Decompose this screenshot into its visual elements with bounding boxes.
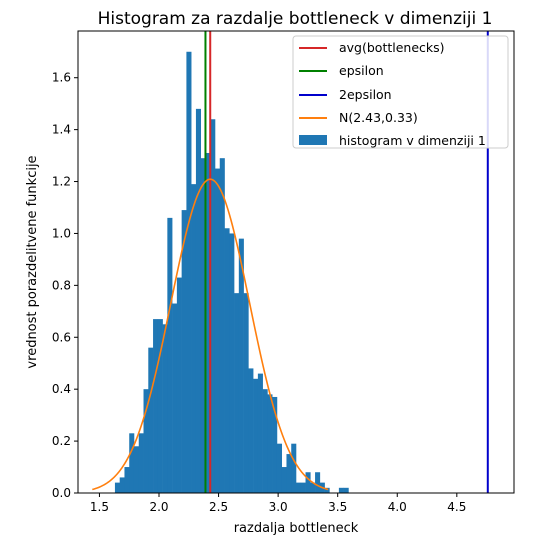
x-axis-label: razdalja bottleneck: [234, 521, 359, 536]
x-tick-label: 3.0: [269, 500, 288, 514]
x-axis-ticks: 1.5 2.0 2.5 3.0 3.5 4.0 4.5: [90, 493, 466, 514]
x-tick-label: 2.0: [149, 500, 168, 514]
histogram-bar: [215, 169, 220, 493]
histogram-bar: [291, 444, 296, 493]
histogram-bar: [153, 319, 158, 493]
histogram-bar: [220, 158, 225, 493]
histogram-bar: [286, 454, 291, 493]
y-tick-label: 1.4: [52, 123, 71, 137]
y-axis-label: vrednost porazdelitvene funkcije: [25, 155, 40, 368]
histogram-bar: [234, 293, 239, 493]
histogram-bar: [172, 304, 177, 493]
histogram-bar: [129, 433, 134, 493]
legend-label-2epsilon: 2epsilon: [339, 87, 392, 102]
histogram-bar: [124, 467, 129, 493]
y-tick-label: 0.8: [52, 278, 71, 292]
legend-label-histogram: histogram v dimenziji 1: [339, 133, 486, 148]
y-tick-label: 0.2: [52, 434, 71, 448]
histogram-bar: [229, 233, 234, 493]
histogram-bar: [239, 239, 244, 493]
histogram-bar: [167, 218, 172, 493]
histogram-bar: [182, 210, 187, 493]
histogram-bar: [301, 483, 306, 493]
histogram-bar: [186, 52, 191, 493]
legend: avg(bottlenecks) epsilon 2epsilon N(2.43…: [293, 36, 508, 148]
histogram-bar: [163, 324, 168, 493]
histogram-bar: [225, 228, 230, 493]
histogram-bar: [148, 348, 153, 493]
legend-label-normal: N(2.43,0.33): [339, 110, 418, 125]
y-tick-label: 1.0: [52, 226, 71, 240]
histogram-bar: [253, 379, 258, 493]
y-tick-label: 1.6: [52, 71, 71, 85]
y-axis-ticks: 0.0 0.2 0.4 0.6 0.8 1.0 1.2 1.4 1.6: [52, 71, 78, 500]
histogram-bar: [196, 109, 201, 493]
legend-label-epsilon: epsilon: [339, 63, 384, 78]
y-tick-label: 0.6: [52, 330, 71, 344]
histogram-bar: [191, 184, 196, 493]
histogram-bar: [248, 368, 253, 493]
histogram-bar: [344, 488, 349, 493]
x-tick-label: 2.5: [209, 500, 228, 514]
histogram-bar: [244, 293, 249, 493]
y-tick-label: 0.4: [52, 382, 71, 396]
histogram-bar: [263, 389, 268, 493]
x-tick-label: 4.0: [388, 500, 407, 514]
histogram-bar: [177, 278, 182, 493]
legend-swatch-histogram: [299, 135, 327, 145]
chart-title: Histogram za razdalje bottleneck v dimen…: [98, 9, 493, 29]
histogram-bar: [120, 477, 125, 493]
histogram-bar: [282, 467, 287, 493]
histogram-bar: [277, 444, 282, 493]
histogram-bar: [296, 483, 301, 493]
x-tick-label: 3.5: [328, 500, 347, 514]
histogram-bar: [115, 483, 120, 493]
y-tick-label: 0.0: [52, 486, 71, 500]
histogram-bar: [267, 394, 272, 493]
x-tick-label: 4.5: [447, 500, 466, 514]
histogram-bar: [315, 472, 320, 493]
histogram-bar: [258, 374, 263, 493]
histogram-bar: [306, 472, 311, 493]
histogram-bar: [134, 446, 139, 493]
legend-label-avg: avg(bottlenecks): [339, 40, 445, 55]
histogram-bar: [139, 433, 144, 493]
y-tick-label: 1.2: [52, 175, 71, 189]
x-tick-label: 1.5: [90, 500, 109, 514]
histogram-bar: [339, 488, 344, 493]
